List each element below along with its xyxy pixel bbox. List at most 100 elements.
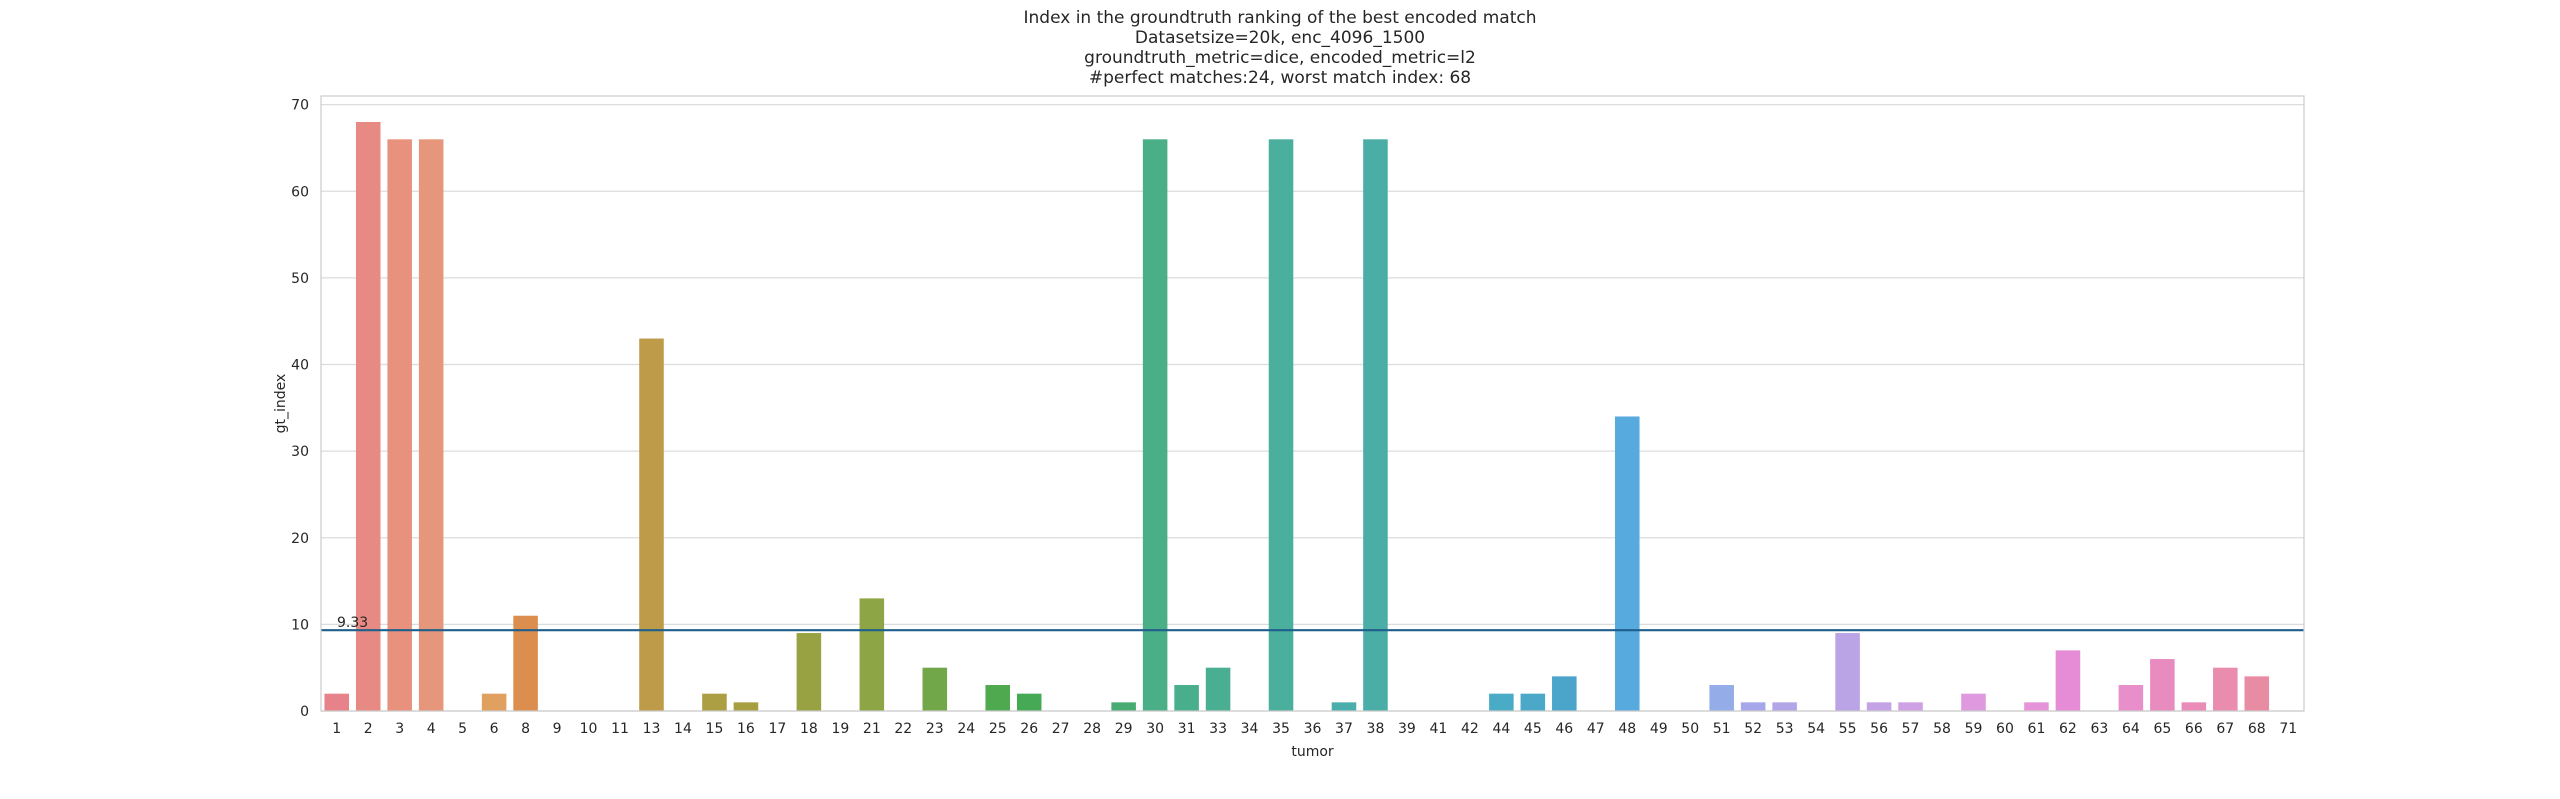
bar-tumor-44 bbox=[1489, 693, 1514, 711]
bar-tumor-55 bbox=[1835, 633, 1860, 711]
y-tick-label: 50 bbox=[291, 271, 309, 287]
bar-tumor-13 bbox=[639, 338, 664, 711]
x-axis-label: tumor bbox=[1291, 744, 1334, 760]
x-tick-label: 19 bbox=[831, 721, 849, 737]
chart-title: Index in the groundtruth ranking of the … bbox=[0, 8, 2560, 88]
x-tick-label: 54 bbox=[1807, 721, 1825, 737]
y-tick-label: 70 bbox=[291, 98, 309, 114]
x-tick-label: 45 bbox=[1524, 721, 1542, 737]
bar-tumor-62 bbox=[2055, 650, 2081, 711]
bar-tumor-35 bbox=[1268, 139, 1294, 711]
bar-tumor-26 bbox=[1016, 693, 1042, 711]
bar-tumor-64 bbox=[2118, 685, 2144, 711]
bar-tumor-67 bbox=[2213, 667, 2238, 711]
x-tick-label: 42 bbox=[1461, 721, 1479, 737]
x-tick-label: 10 bbox=[580, 721, 598, 737]
y-tick-label: 20 bbox=[291, 531, 309, 547]
x-tick-label: 33 bbox=[1209, 721, 1227, 737]
bar-tumor-3 bbox=[387, 139, 412, 711]
x-tick-label: 5 bbox=[458, 721, 467, 737]
bar-tumor-16 bbox=[733, 702, 759, 711]
x-tick-label: 50 bbox=[1681, 721, 1699, 737]
bar-tumor-25 bbox=[985, 685, 1011, 711]
bar-tumor-6 bbox=[481, 693, 507, 711]
x-tick-label: 11 bbox=[611, 721, 629, 737]
plot-frame bbox=[320, 95, 2305, 712]
bar-tumor-51 bbox=[1709, 685, 1734, 711]
x-tick-label: 38 bbox=[1367, 721, 1385, 737]
bar-tumor-45 bbox=[1520, 693, 1546, 711]
x-tick-label: 67 bbox=[2216, 721, 2234, 737]
x-tick-label: 24 bbox=[957, 721, 975, 737]
bar-tumor-38 bbox=[1363, 139, 1388, 711]
x-tick-label: 9 bbox=[553, 721, 562, 737]
bar-tumor-52 bbox=[1740, 702, 1766, 711]
x-tick-labels: 1 2 3 4 5 6 8 9 10 11 13 14 15 16 17 18 19 21 22 23 24 25 26 27… bbox=[332, 721, 2297, 737]
x-tick-label: 31 bbox=[1178, 721, 1196, 737]
x-tick-label: 64 bbox=[2122, 721, 2140, 737]
bar-tumor-53 bbox=[1772, 702, 1797, 711]
bar-tumor-30 bbox=[1142, 139, 1168, 711]
title-line-2: Datasetsize=20k, enc_4096_1500 bbox=[1134, 28, 1426, 48]
bar-tumor-8 bbox=[513, 615, 538, 711]
x-tick-label: 37 bbox=[1335, 721, 1353, 737]
bar-tumor-46 bbox=[1552, 676, 1577, 711]
y-tick-label: 30 bbox=[291, 444, 309, 460]
x-tick-label: 23 bbox=[926, 721, 944, 737]
x-tick-label: 27 bbox=[1052, 721, 1070, 737]
bar-tumor-31 bbox=[1174, 685, 1199, 711]
x-tick-label: 6 bbox=[490, 721, 499, 737]
x-tick-label: 26 bbox=[1020, 721, 1038, 737]
bars bbox=[324, 121, 2270, 712]
x-tick-label: 22 bbox=[894, 721, 912, 737]
bar-tumor-15 bbox=[702, 693, 727, 711]
x-tick-label: 3 bbox=[395, 721, 404, 737]
x-tick-label: 1 bbox=[332, 721, 341, 737]
y-tick-label: 0 bbox=[300, 704, 309, 720]
x-tick-label: 39 bbox=[1398, 721, 1416, 737]
bar-tumor-23 bbox=[922, 667, 948, 711]
y-tick-label: 60 bbox=[291, 184, 309, 200]
x-tick-label: 15 bbox=[706, 721, 724, 737]
title-line-1: Index in the groundtruth ranking of the … bbox=[1023, 8, 1537, 28]
x-tick-label: 14 bbox=[674, 721, 692, 737]
x-tick-label: 53 bbox=[1776, 721, 1794, 737]
x-tick-label: 55 bbox=[1839, 721, 1857, 737]
x-tick-label: 49 bbox=[1650, 721, 1668, 737]
x-tick-label: 47 bbox=[1587, 721, 1605, 737]
x-tick-label: 66 bbox=[2185, 721, 2203, 737]
y-axis-label: gt_index bbox=[273, 374, 289, 434]
bar-tumor-59 bbox=[1961, 693, 1986, 711]
x-tick-label: 8 bbox=[521, 721, 530, 737]
title-line-4: #perfect matches:24, worst match index: … bbox=[1088, 68, 1472, 88]
bar-tumor-56 bbox=[1866, 702, 1892, 711]
x-tick-label: 63 bbox=[2090, 721, 2108, 737]
bar-tumor-4 bbox=[418, 139, 444, 711]
x-tick-label: 56 bbox=[1870, 721, 1888, 737]
bar-tumor-18 bbox=[796, 633, 822, 711]
x-tick-label: 16 bbox=[737, 721, 755, 737]
x-tick-label: 29 bbox=[1115, 721, 1133, 737]
y-tick-labels: 0 10 20 30 40 50 60 70 bbox=[291, 98, 309, 720]
x-tick-label: 57 bbox=[1902, 721, 1920, 737]
bar-tumor-66 bbox=[2181, 702, 2207, 711]
mean-line-group: 9.33 bbox=[321, 615, 2304, 632]
y-tick-label: 10 bbox=[291, 617, 309, 633]
x-tick-label: 13 bbox=[643, 721, 661, 737]
x-tick-label: 18 bbox=[800, 721, 818, 737]
x-tick-label: 28 bbox=[1083, 721, 1101, 737]
bar-tumor-57 bbox=[1898, 702, 1923, 711]
bar-tumor-21 bbox=[859, 598, 885, 711]
x-tick-label: 65 bbox=[2153, 721, 2171, 737]
x-tick-label: 21 bbox=[863, 721, 881, 737]
x-tick-label: 34 bbox=[1241, 721, 1259, 737]
bar-tumor-2 bbox=[355, 121, 381, 712]
x-tick-label: 58 bbox=[1933, 721, 1951, 737]
bar-tumor-29 bbox=[1111, 702, 1136, 711]
x-tick-label: 62 bbox=[2059, 721, 2077, 737]
x-tick-label: 71 bbox=[2279, 721, 2297, 737]
gridlines bbox=[321, 104, 2304, 712]
x-tick-label: 46 bbox=[1555, 721, 1573, 737]
bar-tumor-48 bbox=[1614, 416, 1640, 711]
